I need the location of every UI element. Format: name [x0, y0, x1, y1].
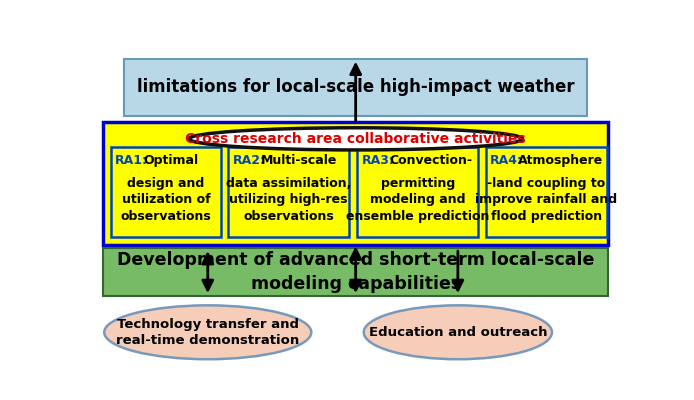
Text: Cross research area collaborative activities: Cross research area collaborative activi…	[185, 132, 526, 146]
FancyBboxPatch shape	[103, 248, 609, 296]
Text: RA3:: RA3:	[362, 154, 394, 167]
Ellipse shape	[189, 128, 523, 150]
Ellipse shape	[104, 305, 312, 359]
Text: Education and outreach: Education and outreach	[369, 326, 547, 339]
Text: Multi-scale: Multi-scale	[260, 154, 337, 167]
Text: -land coupling to
improve rainfall and
flood prediction: -land coupling to improve rainfall and f…	[475, 177, 618, 223]
Text: Technology transfer and
real-time demonstration: Technology transfer and real-time demons…	[116, 318, 299, 347]
FancyBboxPatch shape	[228, 146, 349, 238]
Text: RA4:: RA4:	[490, 154, 523, 167]
FancyBboxPatch shape	[111, 146, 221, 238]
FancyBboxPatch shape	[103, 122, 609, 245]
Text: design and
utilization of
observations: design and utilization of observations	[121, 177, 212, 223]
Ellipse shape	[364, 305, 552, 359]
FancyBboxPatch shape	[486, 146, 607, 238]
Text: Optimal: Optimal	[143, 154, 198, 167]
Text: limitations for local-scale high-impact weather: limitations for local-scale high-impact …	[137, 78, 575, 96]
FancyBboxPatch shape	[357, 146, 478, 238]
Text: data assimilation,
utilizing high-res
observations: data assimilation, utilizing high-res ob…	[226, 177, 351, 223]
Text: permitting
modeling and
ensemble prediction: permitting modeling and ensemble predict…	[346, 177, 489, 223]
Text: RA1:: RA1:	[115, 154, 149, 167]
Text: RA2:: RA2:	[232, 154, 266, 167]
Text: Development of advanced short-term local-scale
modeling capabilities: Development of advanced short-term local…	[117, 251, 594, 293]
Text: Convection-: Convection-	[389, 154, 473, 167]
Text: Atmosphere: Atmosphere	[518, 154, 603, 167]
FancyBboxPatch shape	[124, 59, 587, 116]
